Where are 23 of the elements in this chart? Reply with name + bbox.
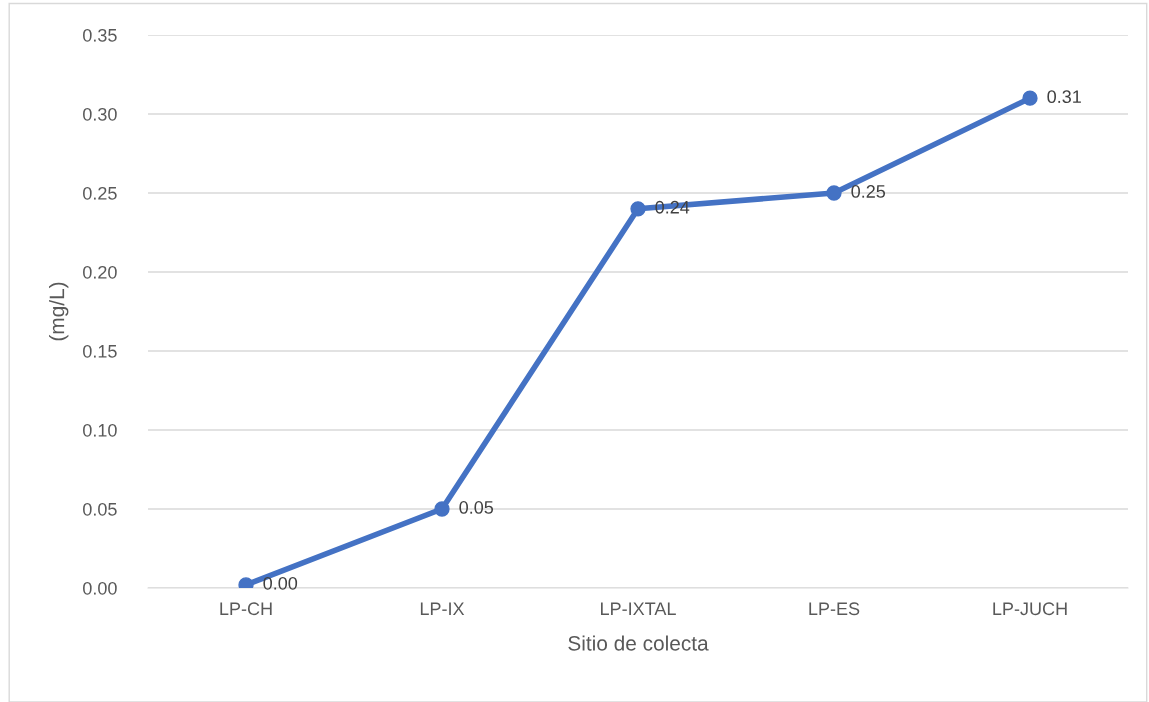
- x-tick-label: LP-IX: [420, 602, 465, 615]
- data-label: 0.31: [1047, 90, 1081, 104]
- x-tick-label: LP-CH: [220, 602, 272, 616]
- y-axis-title: (mg/L): [49, 282, 69, 341]
- x-axis-title: Sitio de colecta: [568, 635, 709, 651]
- data-label: 0.05: [459, 501, 494, 514]
- point: [1022, 90, 1038, 106]
- y-tick-label: 0.30: [83, 107, 117, 121]
- y-tick-label: 0.25: [83, 186, 117, 200]
- y-tick-label: 0.15: [83, 344, 117, 358]
- point: [434, 501, 450, 517]
- x-tick-label: LP-JUCH: [993, 602, 1067, 616]
- x-tick-label: LP-ES: [809, 602, 860, 616]
- y-tick-label: 0.05: [83, 502, 117, 516]
- y-tick-label: 0.00: [83, 581, 117, 595]
- y-tick-label: 0.35: [83, 28, 117, 42]
- data-label: 0.25: [851, 185, 886, 198]
- y-tick-label: 0.20: [83, 265, 117, 279]
- x-tick-label: LP-IXTAL: [601, 602, 676, 615]
- y-tick-label: 0.10: [83, 423, 117, 437]
- point: [826, 185, 842, 201]
- point: [630, 201, 646, 217]
- data-label: 0.00: [263, 576, 298, 590]
